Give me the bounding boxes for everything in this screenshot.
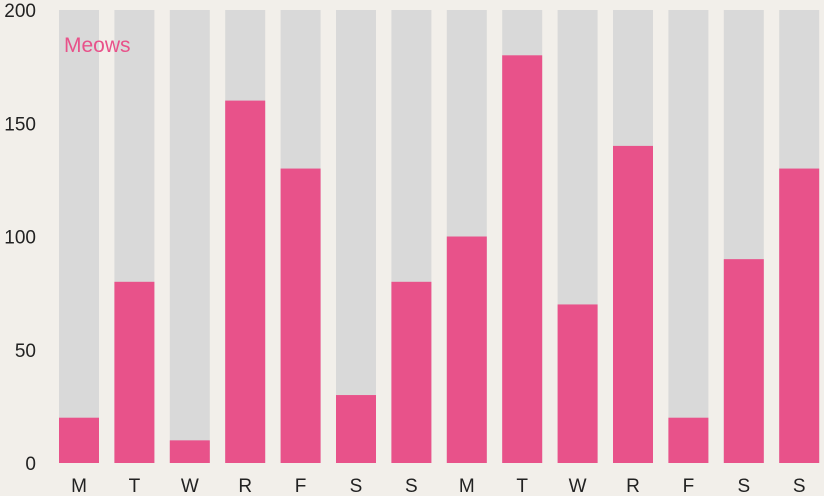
bar	[114, 281, 155, 463]
bar	[280, 168, 321, 464]
bar	[336, 395, 376, 463]
bar	[723, 259, 764, 463]
x-tick-label: S	[405, 476, 418, 496]
bar	[225, 100, 266, 463]
x-tick-label: W	[181, 476, 199, 496]
bar	[668, 417, 709, 463]
x-tick-label: M	[71, 476, 87, 496]
bar	[391, 281, 432, 463]
x-tick-label: S	[737, 476, 750, 496]
x-tick-label: S	[350, 476, 363, 496]
bars	[59, 55, 820, 464]
y-tick-label: 50	[15, 341, 36, 362]
bar	[169, 440, 210, 463]
x-tick-label: R	[626, 476, 640, 496]
x-tick-label: M	[459, 476, 475, 496]
bar-track	[169, 10, 210, 463]
x-tick-label: S	[793, 476, 806, 496]
y-tick-label: 100	[4, 228, 36, 249]
bar	[613, 145, 653, 463]
bar-tracks	[59, 10, 820, 463]
series-label: Meows	[64, 34, 131, 57]
bar	[779, 168, 820, 464]
x-tick-label: T	[129, 476, 141, 496]
x-tick-label: R	[238, 476, 252, 496]
x-tick-label: F	[683, 476, 695, 496]
x-tick-label: W	[569, 476, 587, 496]
y-axis-ticks: 0 50 100 150 200	[4, 1, 36, 475]
bar-track	[336, 10, 376, 463]
y-tick-label: 150	[4, 114, 36, 135]
bar	[557, 304, 598, 463]
bar	[502, 55, 543, 464]
bar-track	[668, 10, 709, 463]
y-tick-label: 200	[4, 1, 36, 22]
bar	[59, 417, 99, 463]
bar-track	[59, 10, 99, 463]
x-tick-label: F	[295, 476, 307, 496]
y-tick-label: 0	[25, 454, 36, 475]
bar	[446, 236, 487, 463]
x-tick-label: T	[516, 476, 528, 496]
